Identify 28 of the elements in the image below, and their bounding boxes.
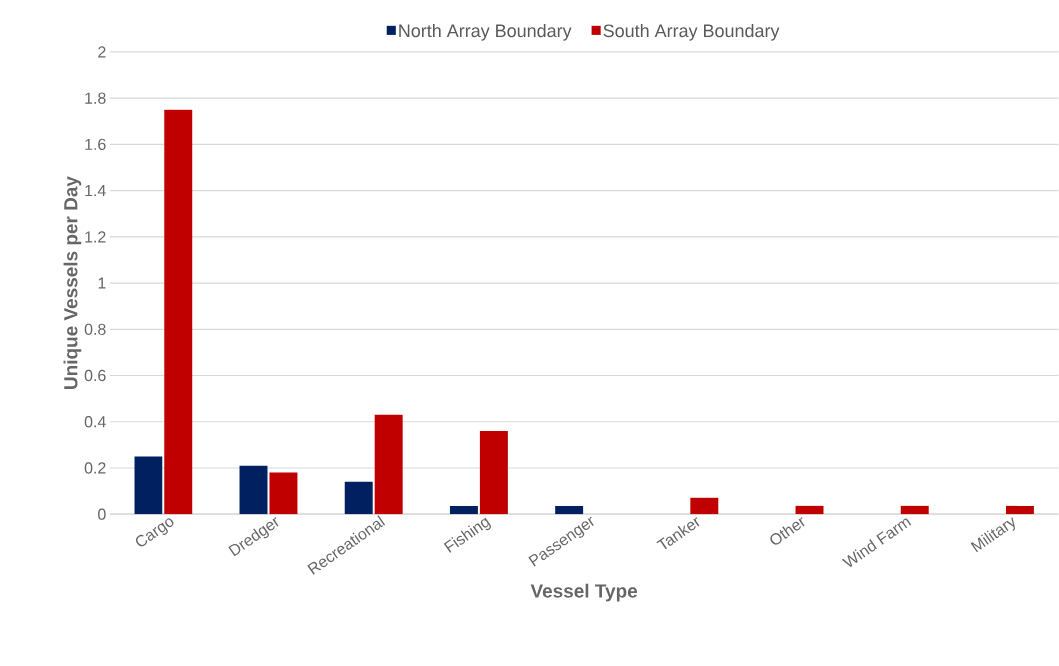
bar bbox=[1005, 505, 1034, 515]
bar bbox=[344, 481, 373, 515]
y-axis-title: Unique Vessels per Day bbox=[63, 176, 82, 389]
bar bbox=[690, 497, 719, 515]
bar bbox=[479, 431, 508, 515]
bar bbox=[374, 414, 403, 515]
bar bbox=[900, 505, 929, 515]
y-tick-label: 1 bbox=[98, 277, 106, 289]
bar bbox=[134, 456, 163, 515]
bar bbox=[795, 505, 824, 515]
y-tick-label: 1.6 bbox=[85, 138, 106, 151]
y-tick-label: 0 bbox=[98, 508, 106, 520]
y-tick-label: 2 bbox=[98, 46, 106, 58]
y-tick-label: 0.8 bbox=[84, 323, 106, 335]
bar bbox=[239, 465, 268, 515]
y-tick-label: 0.6 bbox=[84, 369, 106, 382]
legend-label: South Array Boundary bbox=[603, 23, 780, 41]
bar bbox=[164, 109, 193, 515]
bar bbox=[449, 506, 478, 515]
legend-label: North Array Boundary bbox=[399, 23, 572, 41]
y-tick-label: 1.4 bbox=[85, 185, 106, 197]
bar bbox=[555, 506, 584, 515]
bar bbox=[269, 472, 298, 515]
x-axis-title: Vessel Type bbox=[530, 583, 638, 602]
y-tick-label: 0.4 bbox=[84, 416, 106, 428]
y-tick-label: 1.2 bbox=[85, 231, 106, 243]
y-tick-label: 1.8 bbox=[85, 92, 106, 104]
y-tick-label: 0.2 bbox=[84, 462, 106, 474]
